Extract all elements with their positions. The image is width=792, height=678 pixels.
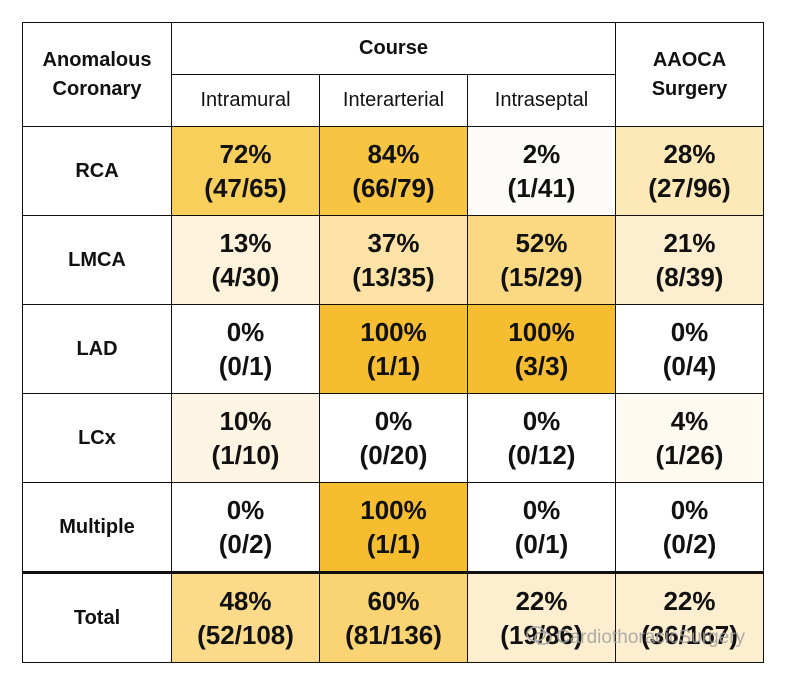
wechat-icon bbox=[526, 626, 552, 645]
cell-fraction: (0/2) bbox=[218, 529, 273, 559]
cell-percent: 13% bbox=[219, 228, 272, 258]
cell-fraction: (8/39) bbox=[655, 262, 724, 292]
row-label: Multiple bbox=[22, 482, 172, 573]
cell-fraction: (1/41) bbox=[507, 173, 576, 203]
cell-percent: 0% bbox=[374, 406, 413, 436]
data-cell: 60% (81/136) bbox=[319, 571, 468, 663]
cell-percent: 0% bbox=[670, 317, 709, 347]
data-cell: 4% (1/26) bbox=[615, 393, 764, 483]
cell-percent: 22% bbox=[515, 586, 568, 616]
cell-percent: 72% bbox=[219, 139, 272, 169]
table-row: LCx 10% (1/10) 0% (0/20) 0% (0/12) 4% (1/26) bbox=[22, 393, 764, 483]
cell-percent: 60% bbox=[367, 586, 420, 616]
cell-fraction: (15/29) bbox=[500, 262, 583, 292]
col-header-intraseptal: Intraseptal bbox=[467, 74, 616, 127]
cell-percent: 28% bbox=[663, 139, 716, 169]
cell-percent: 48% bbox=[219, 586, 272, 616]
data-cell: 10% (1/10) bbox=[171, 393, 320, 483]
cell-percent: 22% bbox=[663, 586, 716, 616]
watermark-text: CardiothoracicSurgery bbox=[556, 627, 746, 648]
data-cell: 0% (0/12) bbox=[467, 393, 616, 483]
cell-fraction: (0/20) bbox=[359, 440, 428, 470]
cell-fraction: (81/136) bbox=[345, 620, 442, 650]
cell-fraction: (13/35) bbox=[352, 262, 435, 292]
row-label: LAD bbox=[22, 304, 172, 394]
data-cell: 0% (0/20) bbox=[319, 393, 468, 483]
cell-percent: 2% bbox=[522, 139, 561, 169]
total-row: Total 48% (52/108) 60% (81/136) 22% (19/86) 22%… bbox=[22, 571, 764, 663]
coronary-course-table: Anomalous Coronary Course AAOCA Surgery … bbox=[22, 22, 764, 663]
cell-fraction: (0/1) bbox=[218, 351, 273, 381]
cell-percent: 21% bbox=[663, 228, 716, 258]
row-header: Anomalous Coronary bbox=[22, 22, 172, 127]
cell-fraction: (0/1) bbox=[514, 529, 569, 559]
cell-fraction: (1/10) bbox=[211, 440, 280, 470]
data-cell: 22% (36/167) bbox=[615, 571, 764, 663]
cell-fraction: (0/12) bbox=[507, 440, 576, 470]
cell-fraction: (3/3) bbox=[514, 351, 569, 381]
surgery-header-label: AAOCA Surgery bbox=[651, 48, 728, 100]
data-cell: 52% (15/29) bbox=[467, 215, 616, 305]
cell-percent: 84% bbox=[367, 139, 420, 169]
cell-percent: 0% bbox=[226, 317, 265, 347]
data-cell: 100% (3/3) bbox=[467, 304, 616, 394]
row-label: LMCA bbox=[22, 215, 172, 305]
surgery-header: AAOCA Surgery bbox=[615, 22, 764, 127]
data-cell: 0% (0/1) bbox=[171, 304, 320, 394]
data-cell: 37% (13/35) bbox=[319, 215, 468, 305]
col-header-interarterial: Interarterial bbox=[319, 74, 468, 127]
cell-fraction: (0/4) bbox=[662, 351, 717, 381]
cell-fraction: (4/30) bbox=[211, 262, 280, 292]
data-cell: 0% (0/2) bbox=[171, 482, 320, 573]
data-cell: 0% (0/2) bbox=[615, 482, 764, 573]
data-cell: 100% (1/1) bbox=[319, 304, 468, 394]
col-header-intramural: Intramural bbox=[171, 74, 320, 127]
table-row: LMCA 13% (4/30) 37% (13/35) 52% (15/29) 21% (8/3… bbox=[22, 215, 764, 305]
row-label: Total bbox=[22, 571, 172, 663]
course-header: Course bbox=[171, 22, 616, 75]
row-header-label: Anomalous Coronary bbox=[42, 48, 152, 100]
cell-fraction: (1/1) bbox=[366, 529, 421, 559]
table-row: Multiple 0% (0/2) 100% (1/1) 0% (0/1) 0% (0/2) bbox=[22, 482, 764, 573]
data-cell: 28% (27/96) bbox=[615, 126, 764, 216]
data-cell: 2% (1/41) bbox=[467, 126, 616, 216]
data-cell: 22% (19/86) bbox=[467, 571, 616, 663]
data-cell: 48% (52/108) bbox=[171, 571, 320, 663]
cell-percent: 52% bbox=[515, 228, 568, 258]
cell-fraction: (52/108) bbox=[197, 620, 294, 650]
cell-percent: 10% bbox=[219, 406, 272, 436]
cell-percent: 0% bbox=[226, 495, 265, 525]
row-label: LCx bbox=[22, 393, 172, 483]
data-cell: 21% (8/39) bbox=[615, 215, 764, 305]
row-label: RCA bbox=[22, 126, 172, 216]
cell-percent: 4% bbox=[670, 406, 709, 436]
cell-fraction: (19/86) bbox=[500, 620, 583, 650]
data-cell: 0% (0/4) bbox=[615, 304, 764, 394]
cell-percent: 100% bbox=[360, 317, 427, 347]
cell-fraction: (0/2) bbox=[662, 529, 717, 559]
watermark: CardiothoracicSurgery bbox=[526, 626, 745, 649]
data-cell: 13% (4/30) bbox=[171, 215, 320, 305]
data-cell: 100% (1/1) bbox=[319, 482, 468, 573]
data-cell: 0% (0/1) bbox=[467, 482, 616, 573]
cell-percent: 37% bbox=[367, 228, 420, 258]
cell-percent: 0% bbox=[670, 495, 709, 525]
cell-fraction: (27/96) bbox=[648, 173, 731, 203]
cell-fraction: (1/26) bbox=[655, 440, 724, 470]
table-row: RCA 72% (47/65) 84% (66/79) 2% (1/41) 28% (27/96… bbox=[22, 126, 764, 216]
table-row: LAD 0% (0/1) 100% (1/1) 100% (3/3) 0% (0/4) bbox=[22, 304, 764, 394]
cell-percent: 100% bbox=[360, 495, 427, 525]
data-cell: 84% (66/79) bbox=[319, 126, 468, 216]
cell-percent: 0% bbox=[522, 495, 561, 525]
cell-percent: 100% bbox=[508, 317, 575, 347]
cell-fraction: (66/79) bbox=[352, 173, 435, 203]
cell-fraction: (1/1) bbox=[366, 351, 421, 381]
cell-fraction: (36/167) bbox=[641, 620, 738, 650]
data-cell: 72% (47/65) bbox=[171, 126, 320, 216]
cell-percent: 0% bbox=[522, 406, 561, 436]
cell-fraction: (47/65) bbox=[204, 173, 287, 203]
